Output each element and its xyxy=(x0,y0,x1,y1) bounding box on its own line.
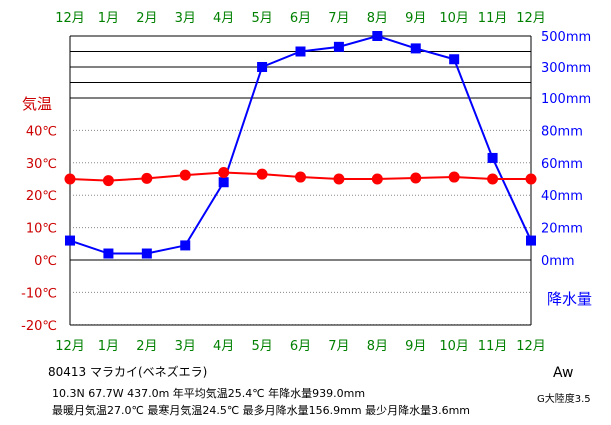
temp-tick-label: 40℃ xyxy=(26,124,57,139)
station-name: 80413 マラカイ(ベネズエラ) xyxy=(48,365,208,379)
month-label-bottom: 11月 xyxy=(478,339,508,354)
temp-point xyxy=(448,171,460,183)
temp-tick-label: 20℃ xyxy=(26,189,57,204)
precip-point xyxy=(526,235,536,246)
temp-point xyxy=(218,167,230,179)
month-label-top: 5月 xyxy=(251,11,272,26)
continentality-index: G大陸度3.5 xyxy=(537,394,591,405)
month-label-bottom: 2月 xyxy=(136,339,157,354)
temp-tick-label: 30℃ xyxy=(26,157,57,172)
precip-tick-label: 60mm xyxy=(541,157,583,172)
temp-tick-label: -20℃ xyxy=(21,319,57,334)
temp-axis-title: 気温 xyxy=(22,95,52,113)
temp-point xyxy=(487,173,499,185)
month-label-bottom: 7月 xyxy=(328,339,349,354)
precip-point xyxy=(180,240,191,251)
temp-point xyxy=(295,171,306,183)
temp-point xyxy=(256,168,268,180)
month-label-bottom: 9月 xyxy=(405,339,426,354)
month-label-top: 7月 xyxy=(328,11,349,26)
precip-tick-label: 500mm xyxy=(541,30,591,45)
month-label-bottom: 4月 xyxy=(213,339,234,354)
month-label-bottom: 5月 xyxy=(251,339,272,354)
temp-tick-label: -10℃ xyxy=(21,286,57,301)
month-label-top: 10月 xyxy=(439,11,469,26)
precip-point xyxy=(257,62,268,72)
month-label-top: 12月 xyxy=(55,11,85,26)
precip-tick-label: 40mm xyxy=(541,189,583,204)
precip-point xyxy=(333,41,344,52)
precip-line xyxy=(69,34,532,255)
precip-point xyxy=(141,248,152,259)
temp-point xyxy=(371,173,383,185)
precip-tick-label: 100mm xyxy=(541,92,591,107)
precip-axis-title: 降水量 xyxy=(547,290,592,308)
month-label-top: 12月 xyxy=(516,11,546,26)
month-label-top: 3月 xyxy=(175,11,196,26)
month-label-top: 11月 xyxy=(478,11,508,26)
precip-tick-label: 300mm xyxy=(541,61,591,76)
month-label-bottom: 6月 xyxy=(290,339,311,354)
temp-point xyxy=(410,172,422,184)
temp-point xyxy=(333,173,345,185)
month-label-bottom: 8月 xyxy=(367,339,388,354)
temp-point xyxy=(179,169,191,181)
temp-tick-label: 10℃ xyxy=(26,222,57,237)
climate-class: Aw xyxy=(553,365,574,381)
precip-point xyxy=(372,31,383,41)
month-label-top: 2月 xyxy=(136,11,157,26)
precip-point xyxy=(487,152,498,163)
month-label-bottom: 12月 xyxy=(516,339,546,354)
temp-point xyxy=(102,175,114,187)
precip-tick-label: 20mm xyxy=(541,222,583,237)
temp-point xyxy=(64,173,76,185)
precip-point xyxy=(410,43,421,54)
month-label-top: 6月 xyxy=(290,11,311,26)
month-label-top: 1月 xyxy=(98,11,119,26)
month-label-bottom: 10月 xyxy=(439,339,469,354)
month-label-bottom: 12月 xyxy=(55,339,85,354)
month-label-top: 9月 xyxy=(405,11,426,26)
station-info-line-2: 最暖月気温27.0℃ 最寒月気温24.5℃ 最多月降水量156.9mm 最少月降… xyxy=(52,404,471,417)
precip-tick-label: 0mm xyxy=(541,254,575,269)
month-label-bottom: 1月 xyxy=(98,339,119,354)
precip-tick-label: 80mm xyxy=(541,124,583,139)
temp-tick-label: 0℃ xyxy=(34,254,57,269)
precip-point xyxy=(65,235,75,246)
precip-point xyxy=(218,177,229,188)
precip-point xyxy=(103,248,114,259)
temp-point xyxy=(141,172,153,184)
precip-point xyxy=(295,46,306,57)
precip-point xyxy=(449,54,460,65)
station-info-line-1: 10.3N 67.7W 437.0m 年平均気温25.4℃ 年降水量939.0m… xyxy=(52,387,366,400)
month-label-top: 4月 xyxy=(213,11,234,26)
month-label-bottom: 3月 xyxy=(175,339,196,354)
temp-point xyxy=(525,173,537,185)
month-label-top: 8月 xyxy=(367,11,388,26)
